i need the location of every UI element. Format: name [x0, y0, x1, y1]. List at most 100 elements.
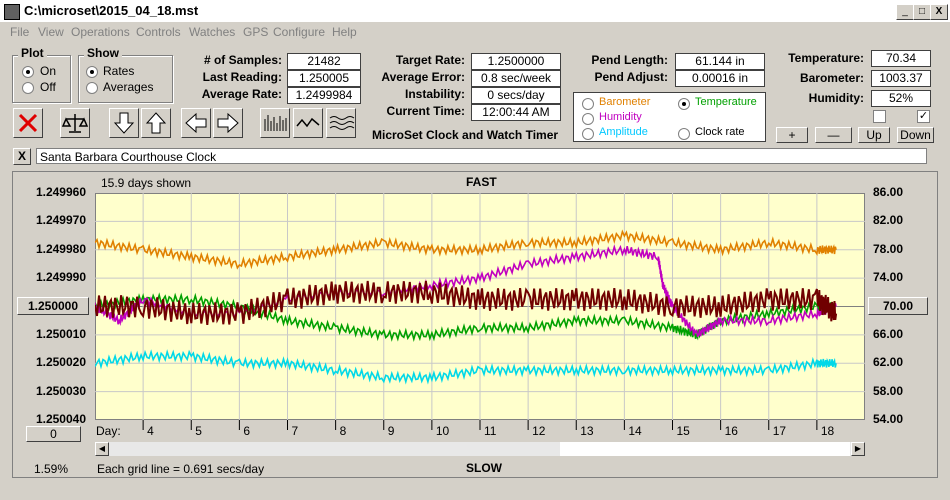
app-icon [4, 4, 20, 20]
x-tick-label: 9 [388, 424, 395, 438]
series-line [95, 349, 837, 385]
waves-view-button[interactable] [326, 108, 356, 138]
barometer-value: 1003.37 [871, 70, 931, 87]
average-rate-label: Average Rate: [201, 87, 282, 101]
temperature-option: Temperature [695, 96, 757, 108]
left-tick-label: 1.250040 [35, 412, 86, 426]
env-checkbox-2[interactable]: ✓ [917, 110, 930, 123]
right-tick-label: 58.00 [873, 383, 904, 398]
menu-file[interactable]: File [10, 25, 30, 39]
x-tick-label: 14 [628, 424, 642, 438]
menu-controls[interactable]: Controls [136, 25, 181, 39]
temperature-value: 70.34 [871, 50, 931, 67]
chart-scrollbar[interactable]: ◀ ▶ [95, 442, 865, 456]
clock-rate-radio[interactable] [678, 128, 690, 140]
left-tick-label: 1.250010 [35, 326, 86, 341]
maximize-button[interactable]: □ [913, 4, 931, 20]
show-averages-radio[interactable] [86, 82, 98, 94]
days-shown-label: 15.9 days shown [101, 176, 192, 190]
percent-label: 1.59% [34, 462, 69, 476]
show-group-title: Show [84, 46, 122, 60]
left-tick-label: 1.249970 [35, 213, 86, 228]
average-error-label: Average Error: [381, 70, 465, 84]
clear-name-button[interactable]: X [13, 148, 31, 165]
x-tick-label: 8 [340, 424, 347, 438]
amplitude-radio[interactable] [582, 128, 594, 140]
scale-minus-button[interactable]: — [815, 127, 852, 143]
plot-off-label: Off [40, 80, 56, 94]
scroll-right-button[interactable]: ▶ [851, 442, 865, 456]
right-tick-label: 78.00 [873, 241, 904, 256]
scale-up-button[interactable]: Up [858, 127, 890, 143]
samples-label: # of Samples: [203, 53, 282, 67]
grid-note: Each grid line = 0.691 secs/day [97, 462, 265, 476]
up-arrow-button[interactable] [141, 108, 171, 138]
x-tick-label: 4 [147, 424, 154, 438]
series-line [95, 280, 838, 326]
fast-label: FAST [466, 175, 497, 189]
x-tick-label: 17 [773, 424, 787, 438]
menu-gps[interactable]: GPS [243, 25, 269, 39]
x-tick-label: 18 [821, 424, 835, 438]
center-rate-button[interactable]: 1.250000 [17, 297, 89, 315]
plot-on-radio[interactable] [22, 66, 34, 78]
arrow-left-icon [185, 112, 207, 134]
env-checkbox-1[interactable] [873, 110, 886, 123]
zero-button[interactable]: 0 [26, 426, 81, 442]
center-temp-button[interactable]: 70.00 [868, 297, 928, 315]
humidity-radio[interactable] [582, 113, 594, 125]
barometer-radio[interactable] [582, 98, 594, 110]
show-rates-radio[interactable] [86, 66, 98, 78]
last-reading-value: 1.250005 [287, 70, 361, 87]
left-tick-label: 1.249990 [35, 270, 86, 285]
show-group [78, 55, 173, 103]
down-arrow-button[interactable] [109, 108, 139, 138]
minimize-button[interactable]: _ [896, 4, 914, 20]
target-rate-label: Target Rate: [395, 53, 465, 67]
right-tick-label: 86.00 [873, 185, 904, 199]
samples-value: 21482 [287, 53, 361, 70]
menu-bar: File View Operations Controls Watches GP… [0, 23, 950, 41]
menu-watches[interactable]: Watches [189, 25, 236, 39]
temperature-radio[interactable] [678, 98, 690, 110]
chart-frame [12, 171, 938, 478]
plot-group-title: Plot [18, 46, 47, 60]
plot-on-label: On [40, 64, 57, 78]
scroll-thumb[interactable] [560, 442, 850, 456]
menu-operations[interactable]: Operations [71, 25, 130, 39]
left-tick-label: 1.250020 [35, 355, 86, 370]
bar-chart-icon [264, 115, 287, 131]
stop-button[interactable] [13, 108, 43, 138]
line-view-button[interactable] [293, 108, 323, 138]
instability-label: Instability: [404, 87, 465, 101]
plot-off-radio[interactable] [22, 82, 34, 94]
scale-down-button[interactable]: Down [897, 127, 934, 143]
arrow-right-icon [217, 112, 239, 134]
average-error-value: 0.8 sec/week [471, 70, 561, 87]
right-arrow-button[interactable] [213, 108, 243, 138]
bars-view-button[interactable] [260, 108, 290, 138]
window-title: C:\microset\2015_04_18.mst [24, 3, 199, 18]
menu-help[interactable]: Help [332, 25, 357, 39]
scale-plus-button[interactable]: + [776, 127, 808, 143]
right-tick-label: 74.00 [873, 270, 904, 285]
left-tick-label: 1.250030 [35, 383, 86, 398]
show-rates-label: Rates [103, 64, 135, 78]
scroll-left-button[interactable]: ◀ [95, 442, 109, 456]
left-arrow-button[interactable] [181, 108, 211, 138]
close-button[interactable]: X [930, 4, 948, 20]
x-tick-label: 6 [243, 424, 250, 438]
right-tick-label: 82.00 [873, 213, 904, 228]
balance-button[interactable] [60, 108, 90, 138]
sensor-select-box: Barometer Temperature Humidity Amplitude… [573, 92, 766, 142]
clock-name-input[interactable]: Santa Barbara Courthouse Clock [36, 148, 927, 164]
x-tick-label: 15 [677, 424, 691, 438]
arrow-up-icon [145, 112, 167, 134]
menu-view[interactable]: View [38, 25, 64, 39]
target-rate-value: 1.2500000 [471, 53, 561, 70]
x-tick-label: 13 [580, 424, 594, 438]
series-line [95, 229, 837, 270]
day-prefix: Day: [96, 424, 121, 438]
x-tick-label: 5 [195, 424, 202, 438]
menu-configure[interactable]: Configure [273, 25, 326, 39]
